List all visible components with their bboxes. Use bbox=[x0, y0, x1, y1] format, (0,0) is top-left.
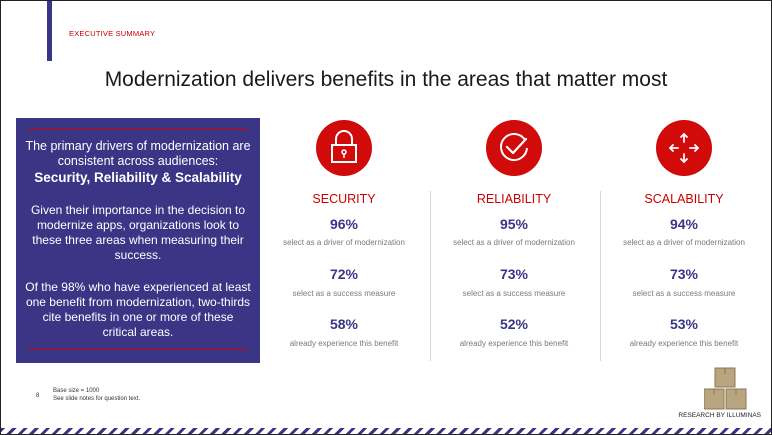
stat-success-label: select as a success measure bbox=[462, 289, 566, 298]
stat-driver-label: select as a driver of modernization bbox=[623, 238, 745, 247]
stat-experience-value: 53% bbox=[669, 316, 699, 332]
base-size-note: Base size = 1000 bbox=[53, 388, 100, 394]
summary-paragraph-2: Given their importance in the decision t… bbox=[30, 203, 246, 262]
category-label: SECURITY bbox=[312, 192, 376, 206]
panel-top-rule bbox=[28, 129, 248, 130]
bottom-stripe bbox=[1, 428, 771, 434]
stat-driver-value: 94% bbox=[669, 216, 699, 232]
column-divider bbox=[430, 191, 431, 361]
stat-experience-label: already experience this benefit bbox=[289, 339, 399, 348]
column-security: SECURITY 96% select as a driver of moder… bbox=[259, 118, 429, 363]
slide-notes-note: See slide notes for question text. bbox=[53, 396, 141, 402]
accent-bar bbox=[47, 1, 52, 61]
stat-experience-label: already experience this benefit bbox=[629, 339, 739, 348]
stat-experience-value: 58% bbox=[329, 316, 359, 332]
section-label: EXECUTIVE SUMMARY bbox=[69, 29, 156, 38]
brand-label: RESEARCH BY ILLUMINAS bbox=[678, 412, 761, 419]
boxes-logo-icon bbox=[703, 367, 748, 411]
stat-experience-label: already experience this benefit bbox=[459, 339, 569, 348]
panel-bottom-rule bbox=[28, 349, 248, 350]
stat-driver-value: 96% bbox=[329, 216, 359, 232]
column-reliability: RELIABILITY 95% select as a driver of mo… bbox=[429, 118, 599, 363]
lock-icon bbox=[316, 120, 372, 176]
stat-driver-label: select as a driver of modernization bbox=[283, 238, 405, 247]
summary-paragraph-3: Of the 98% who have experienced at least… bbox=[25, 280, 251, 339]
stat-experience-value: 52% bbox=[499, 316, 529, 332]
summary-highlight: Security, Reliability & Scalability bbox=[34, 170, 242, 185]
summary-panel: The primary drivers of modernization are… bbox=[16, 118, 260, 363]
column-divider bbox=[600, 191, 601, 361]
stat-driver-label: select as a driver of modernization bbox=[453, 238, 575, 247]
stat-success-value: 73% bbox=[669, 266, 699, 282]
stat-success-value: 73% bbox=[499, 266, 529, 282]
footer-notes: Base size = 1000 See slide notes for que… bbox=[53, 387, 140, 403]
summary-intro: The primary drivers of modernization are… bbox=[25, 139, 251, 168]
column-scalability: SCALABILITY 94% select as a driver of mo… bbox=[599, 118, 769, 363]
checkmark-icon bbox=[486, 120, 542, 176]
category-label: RELIABILITY bbox=[476, 192, 552, 206]
expand-arrows-icon bbox=[656, 120, 712, 176]
page-title: Modernization delivers benefits in the a… bbox=[104, 68, 668, 91]
stat-driver-value: 95% bbox=[499, 216, 529, 232]
stat-success-label: select as a success measure bbox=[632, 289, 736, 298]
stat-success-label: select as a success measure bbox=[292, 289, 396, 298]
category-label: SCALABILITY bbox=[644, 192, 724, 206]
page-number: 8 bbox=[36, 393, 40, 399]
stat-success-value: 72% bbox=[329, 266, 359, 282]
